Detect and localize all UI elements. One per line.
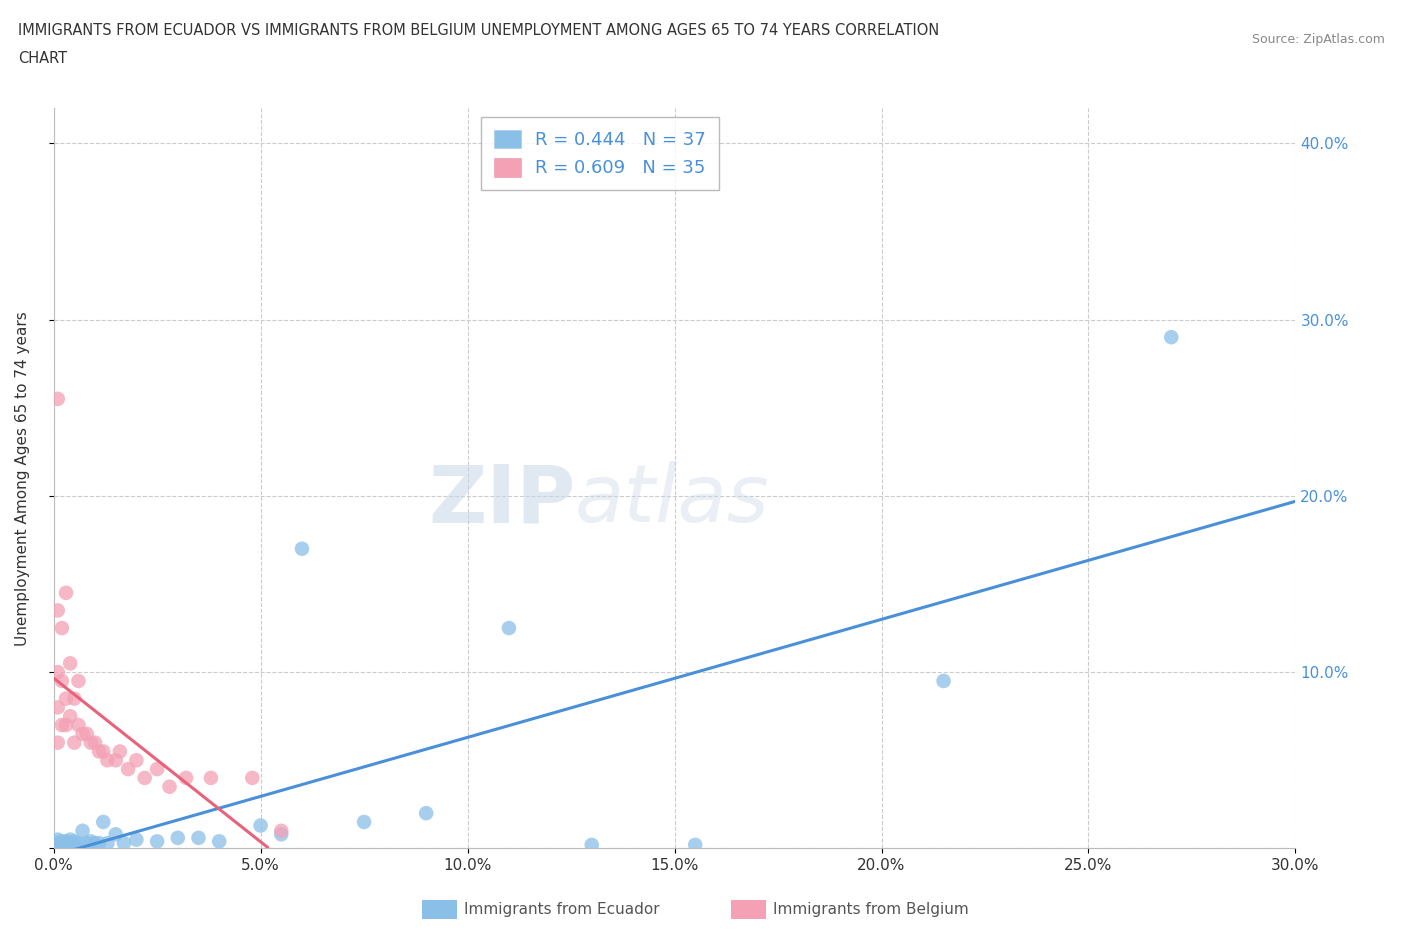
Point	[72, 726, 94, 741]
Point	[55, 585, 77, 600]
Point	[112, 836, 135, 851]
Point	[46, 603, 69, 618]
Point	[46, 736, 69, 751]
Point	[117, 762, 139, 777]
Point	[89, 744, 111, 759]
Point	[125, 832, 148, 847]
Point	[51, 718, 73, 733]
Point	[104, 827, 127, 842]
Text: atlas: atlas	[575, 461, 770, 539]
Point	[415, 805, 437, 820]
Point	[91, 744, 114, 759]
Point	[55, 718, 77, 733]
Point	[270, 823, 292, 838]
Point	[84, 836, 107, 851]
Point	[51, 673, 73, 688]
Point	[240, 770, 263, 785]
Text: IMMIGRANTS FROM ECUADOR VS IMMIGRANTS FROM BELGIUM UNEMPLOYMENT AMONG AGES 65 TO: IMMIGRANTS FROM ECUADOR VS IMMIGRANTS FR…	[18, 23, 939, 38]
Point	[46, 836, 69, 851]
Point	[104, 753, 127, 768]
Point	[59, 656, 82, 671]
Point	[683, 837, 706, 852]
Point	[270, 827, 292, 842]
Point	[134, 770, 156, 785]
Point	[72, 823, 94, 838]
Point	[208, 834, 231, 849]
Point	[581, 837, 603, 852]
Point	[96, 753, 118, 768]
Point	[59, 832, 82, 847]
Point	[76, 836, 98, 851]
Text: CHART: CHART	[18, 51, 67, 66]
Point	[166, 830, 188, 845]
Point	[80, 736, 103, 751]
Point	[146, 762, 169, 777]
Point	[55, 836, 77, 851]
Text: ZIP: ZIP	[427, 461, 575, 539]
Point	[67, 673, 90, 688]
Text: Source: ZipAtlas.com: Source: ZipAtlas.com	[1251, 33, 1385, 46]
Point	[108, 744, 131, 759]
Point	[51, 834, 73, 849]
Point	[932, 673, 955, 688]
Legend: R = 0.444   N = 37, R = 0.609   N = 35: R = 0.444 N = 37, R = 0.609 N = 35	[481, 117, 718, 190]
Text: Immigrants from Ecuador: Immigrants from Ecuador	[464, 902, 659, 917]
Point	[291, 541, 314, 556]
Point	[96, 836, 118, 851]
Point	[51, 836, 73, 851]
Y-axis label: Unemployment Among Ages 65 to 74 years: Unemployment Among Ages 65 to 74 years	[15, 311, 30, 645]
Point	[67, 718, 90, 733]
Point	[55, 691, 77, 706]
Point	[59, 836, 82, 851]
Point	[146, 834, 169, 849]
Point	[46, 832, 69, 847]
Point	[91, 815, 114, 830]
Point	[159, 779, 181, 794]
Point	[84, 736, 107, 751]
Point	[80, 834, 103, 849]
Point	[67, 836, 90, 851]
Point	[187, 830, 209, 845]
Point	[249, 818, 271, 833]
Point	[46, 700, 69, 715]
Point	[51, 837, 73, 852]
Point	[55, 837, 77, 852]
Point	[63, 834, 86, 849]
Point	[63, 691, 86, 706]
Point	[63, 837, 86, 852]
Point	[59, 709, 82, 724]
Text: Immigrants from Belgium: Immigrants from Belgium	[773, 902, 969, 917]
Point	[174, 770, 197, 785]
Point	[55, 834, 77, 849]
Point	[46, 665, 69, 680]
Point	[76, 726, 98, 741]
Point	[125, 753, 148, 768]
Point	[89, 836, 111, 851]
Point	[200, 770, 222, 785]
Point	[46, 392, 69, 406]
Point	[353, 815, 375, 830]
Point	[1160, 330, 1182, 345]
Point	[498, 620, 520, 635]
Point	[63, 736, 86, 751]
Point	[51, 620, 73, 635]
